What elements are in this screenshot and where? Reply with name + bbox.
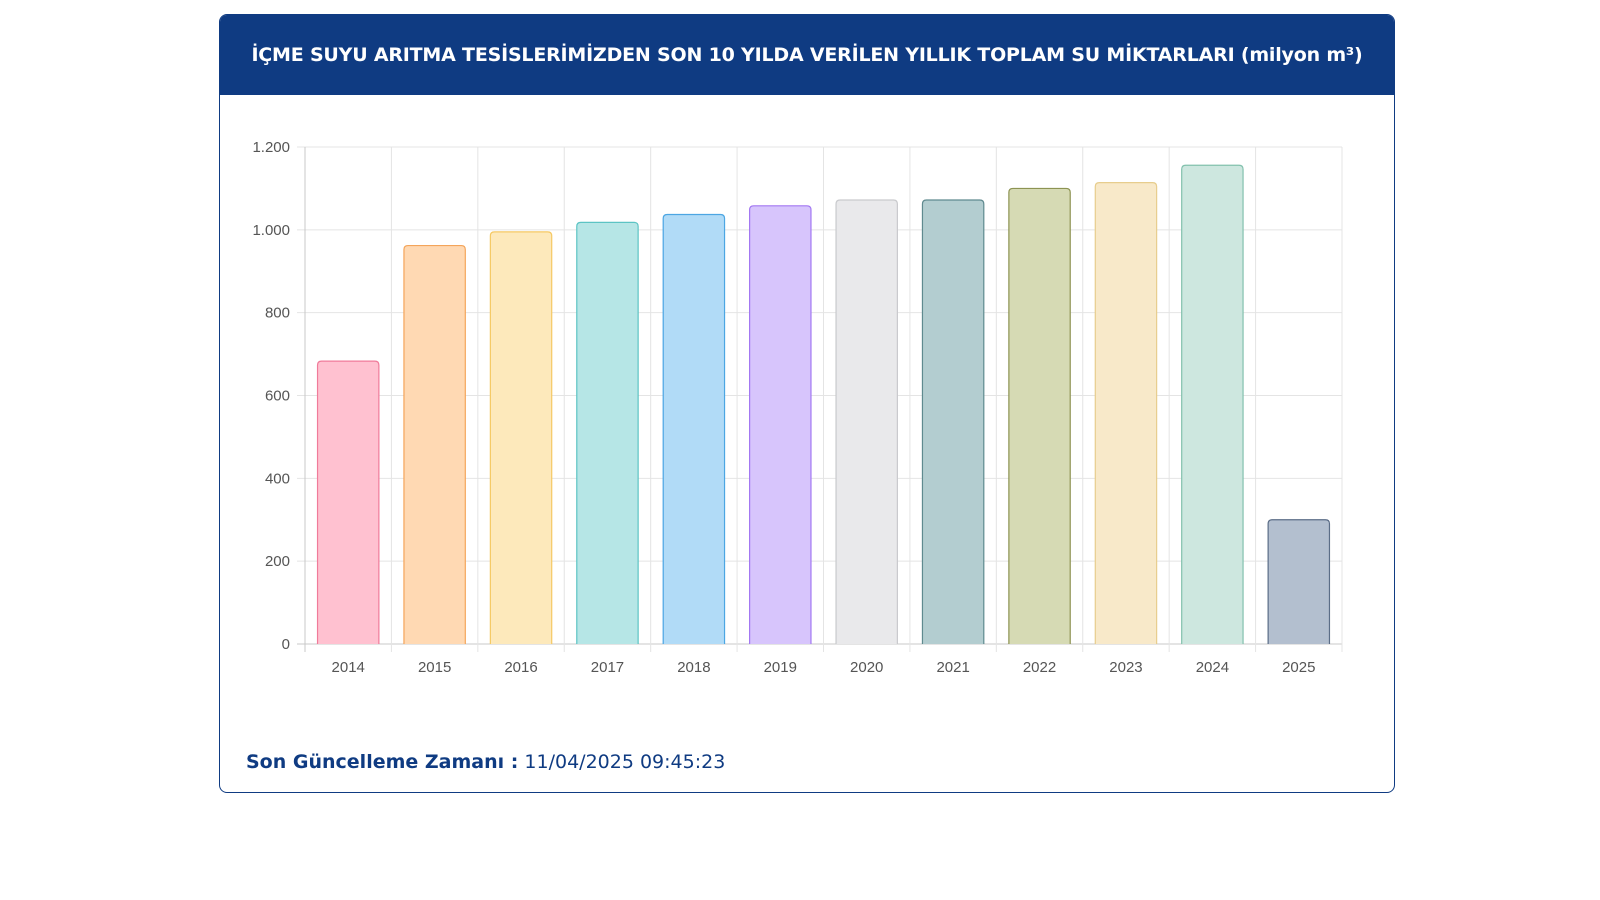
bar-outline-2019 (749, 205, 812, 644)
chart-card: İÇME SUYU ARITMA TESİSLERİMİZDEN SON 10 … (219, 14, 1395, 793)
last-update-label: Son Güncelleme Zamanı : (246, 751, 519, 773)
x-tick-label: 2025 (1282, 659, 1315, 676)
bar-outline-2022 (1008, 187, 1071, 644)
bar-2025 (1268, 519, 1330, 644)
x-tick-label: 2015 (418, 659, 451, 676)
y-tick-label: 600 (265, 388, 290, 405)
bar-chart: 0 200 400 600 800 1.000 1.200 2014 2015 2016 2017 2… (252, 139, 1343, 676)
bar-outline-2024 (1181, 164, 1244, 644)
bar-2024 (1181, 165, 1244, 644)
bar-outline-2023 (1094, 182, 1158, 644)
bar-outline-2025 (1267, 519, 1331, 644)
last-update-value: 11/04/2025 09:45:23 (524, 751, 726, 773)
y-tick-label: 1.000 (252, 222, 290, 239)
y-tick-label: 400 (265, 470, 290, 487)
bar-2015 (403, 245, 466, 645)
bar-2017 (576, 222, 639, 644)
bar-2021 (922, 200, 984, 644)
x-tick-label: 2018 (677, 659, 710, 676)
x-tick-label: 2022 (1023, 659, 1056, 676)
x-tick-label: 2023 (1109, 659, 1142, 676)
x-tick-label: 2021 (936, 659, 969, 676)
x-tick-label: 2014 (332, 659, 365, 676)
bar-outline-2018 (662, 213, 726, 644)
bar-outline-2020 (835, 199, 898, 644)
y-tick-label: 800 (265, 305, 290, 322)
y-tick-label: 0 (282, 636, 290, 653)
x-tick-label: 2016 (504, 659, 537, 676)
x-tick-label: 2019 (764, 659, 797, 676)
bar-2019 (749, 205, 811, 644)
bar-2016 (490, 231, 552, 644)
bar-outline-2015 (403, 244, 466, 644)
bar-outline-2021 (921, 199, 985, 644)
chart-title: İÇME SUYU ARITMA TESİSLERİMİZDEN SON 10 … (220, 15, 1394, 95)
chart-area: 0 200 400 600 800 1.000 1.200 2014 2015 2016 2017 2… (220, 95, 1394, 695)
x-tick-label: 2020 (850, 659, 883, 676)
bar-outline-2014 (316, 360, 380, 644)
bar-2014 (317, 361, 379, 644)
y-tick-label: 200 (265, 553, 290, 570)
x-tick-label: 2017 (591, 659, 624, 676)
x-tick-label: 2024 (1196, 659, 1229, 676)
y-tick-label: 1.200 (252, 139, 290, 156)
bar-2023 (1095, 182, 1157, 644)
bar-2018 (663, 214, 725, 645)
bar-2020 (836, 200, 898, 644)
bar-outline-2016 (489, 231, 553, 644)
bar-2022 (1008, 188, 1071, 644)
bar-outline-2017 (576, 221, 639, 644)
last-update: Son Güncelleme Zamanı : 11/04/2025 09:45… (246, 751, 725, 773)
